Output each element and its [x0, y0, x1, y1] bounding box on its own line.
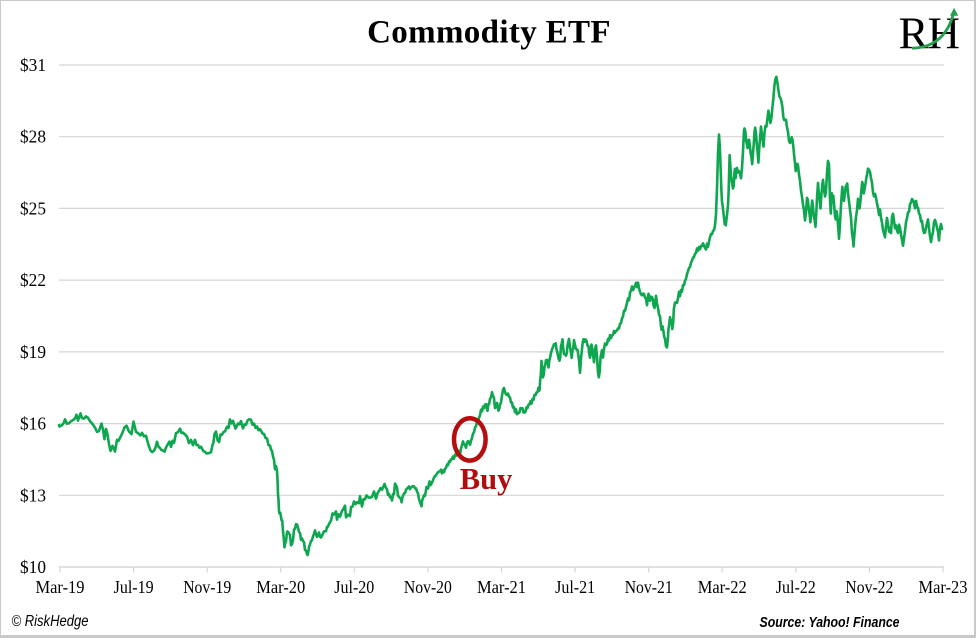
svg-text:Jul-20: Jul-20: [334, 577, 374, 597]
svg-text:© RiskHedge: © RiskHedge: [12, 613, 89, 630]
svg-text:Nov-19: Nov-19: [183, 577, 231, 597]
svg-text:Jul-22: Jul-22: [776, 577, 816, 597]
svg-text:$28: $28: [20, 127, 46, 147]
svg-text:Nov-21: Nov-21: [625, 577, 673, 597]
svg-text:$25: $25: [20, 198, 46, 218]
svg-text:Buy: Buy: [460, 462, 513, 496]
svg-text:Mar-21: Mar-21: [477, 577, 526, 597]
svg-text:$31: $31: [20, 55, 46, 75]
svg-text:Mar-20: Mar-20: [256, 577, 305, 597]
svg-text:Mar-23: Mar-23: [919, 577, 968, 597]
svg-text:Nov-20: Nov-20: [404, 577, 452, 597]
svg-text:$19: $19: [20, 342, 46, 362]
svg-text:Jul-21: Jul-21: [555, 577, 595, 597]
svg-text:$10: $10: [20, 557, 46, 577]
svg-text:RH: RH: [899, 9, 960, 59]
svg-text:$13: $13: [20, 485, 46, 505]
svg-text:Mar-22: Mar-22: [698, 577, 747, 597]
svg-text:Nov-22: Nov-22: [845, 577, 893, 597]
svg-text:Mar-19: Mar-19: [36, 577, 85, 597]
svg-text:$22: $22: [20, 270, 46, 290]
svg-text:$16: $16: [20, 414, 46, 434]
svg-text:Source: Yahoo! Finance: Source: Yahoo! Finance: [760, 614, 900, 631]
svg-text:Commodity ETF: Commodity ETF: [367, 15, 611, 51]
svg-text:Jul-19: Jul-19: [114, 577, 154, 597]
